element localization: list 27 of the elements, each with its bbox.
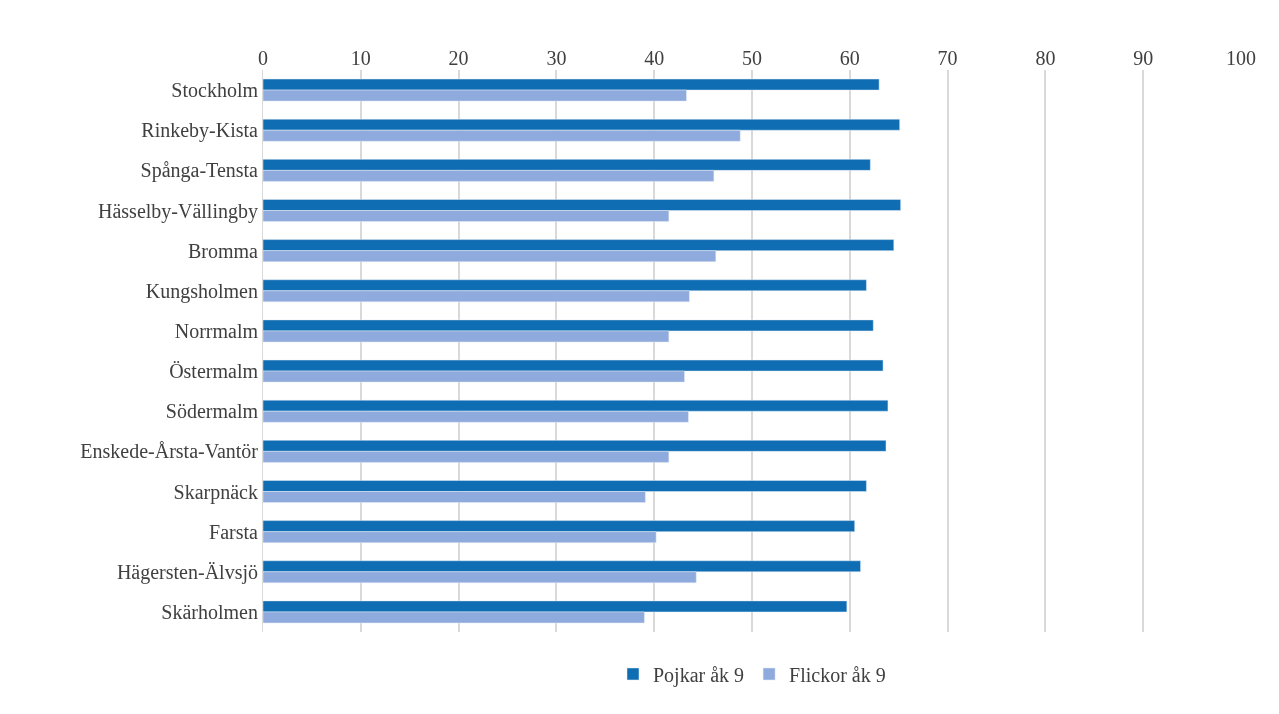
legend-label: Pojkar åk 9 <box>653 663 745 687</box>
x-tick-label: 30 <box>546 47 567 69</box>
x-tick-label: 0 <box>258 47 268 69</box>
y-tick-label: Norrmalm <box>174 319 259 342</box>
y-tick-label: Södermalm <box>165 400 259 423</box>
y-tick-label: Enskede-Årsta-Vantör <box>80 440 259 463</box>
y-tick-label: Skarpnäck <box>173 480 258 504</box>
y-tick-label: Stockholm <box>171 79 259 102</box>
y-tick-label: Farsta <box>209 520 259 543</box>
y-tick-label: Hägersten-Älvsjö <box>116 560 258 584</box>
x-tick-label: 10 <box>350 47 371 69</box>
y-tick-label: Östermalm <box>169 360 259 383</box>
x-tick-label: 50 <box>742 47 762 69</box>
x-tick-label: 80 <box>1035 47 1056 69</box>
x-tick-label: 60 <box>839 47 860 69</box>
x-tick-label: 70 <box>937 47 958 69</box>
y-tick-label: Kungsholmen <box>145 279 258 303</box>
x-tick-label: 40 <box>644 47 665 69</box>
y-tick-label: Rinkeby-Kista <box>141 119 259 143</box>
legend-label: Flickor åk 9 <box>789 663 886 686</box>
x-tick-label: 100 <box>1226 47 1256 69</box>
y-tick-label: Hässelby-Vällingby <box>98 199 258 223</box>
y-tick-label: Skärholmen <box>161 600 258 623</box>
x-tick-label: 20 <box>448 47 469 69</box>
y-tick-label: Bromma <box>188 239 259 262</box>
y-tick-label: Spånga-Tensta <box>140 159 259 183</box>
x-tick-label: 90 <box>1133 47 1154 69</box>
